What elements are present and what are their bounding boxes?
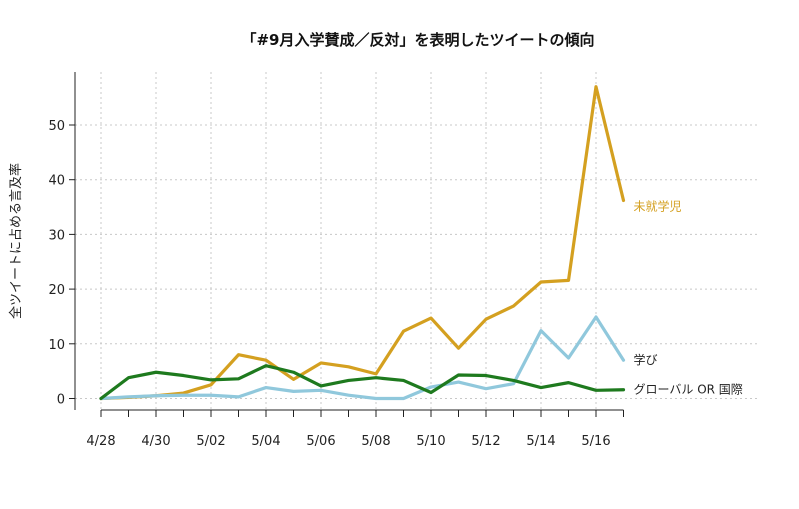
x-tick-label: 5/08 bbox=[361, 434, 390, 449]
gridlines bbox=[75, 72, 760, 410]
series-line-1 bbox=[99, 85, 626, 401]
x-tick-label: 5/14 bbox=[526, 434, 555, 449]
series-layer bbox=[99, 85, 626, 401]
series-line-3 bbox=[99, 364, 626, 401]
series-label-2: 学び bbox=[634, 352, 658, 367]
x-tick-label: 5/06 bbox=[306, 434, 335, 449]
y-tick-label: 0 bbox=[57, 393, 65, 408]
x-tick-label: 4/30 bbox=[141, 434, 170, 449]
x-tick-label: 5/02 bbox=[196, 434, 225, 449]
x-tick-label: 5/16 bbox=[581, 434, 610, 449]
y-tick-label: 50 bbox=[48, 119, 65, 134]
y-tick-label: 40 bbox=[48, 174, 65, 189]
series-line-2 bbox=[99, 315, 626, 401]
x-tick-label: 4/28 bbox=[86, 434, 115, 449]
series-label-1: 未就学児 bbox=[634, 198, 682, 213]
x-tick-label: 5/10 bbox=[416, 434, 445, 449]
x-tick-label: 5/04 bbox=[251, 434, 280, 449]
y-axis-label: 全ツイートに占める言及率 bbox=[8, 163, 24, 319]
y-tick-label: 10 bbox=[48, 338, 65, 353]
axes: 0 10 20 30 40 50 4/28 4/30 5/02 5/04 5/06 5/08 5/10 5… bbox=[48, 72, 624, 449]
y-tick-label: 20 bbox=[48, 283, 65, 298]
y-tick-label: 30 bbox=[48, 228, 65, 243]
series-label-3: グローバル OR 国際 bbox=[634, 383, 743, 397]
x-tick-label: 5/12 bbox=[471, 434, 500, 449]
chart-title: 「#9月入学賛成／反対」を表明したツイートの傾向 bbox=[241, 31, 594, 49]
